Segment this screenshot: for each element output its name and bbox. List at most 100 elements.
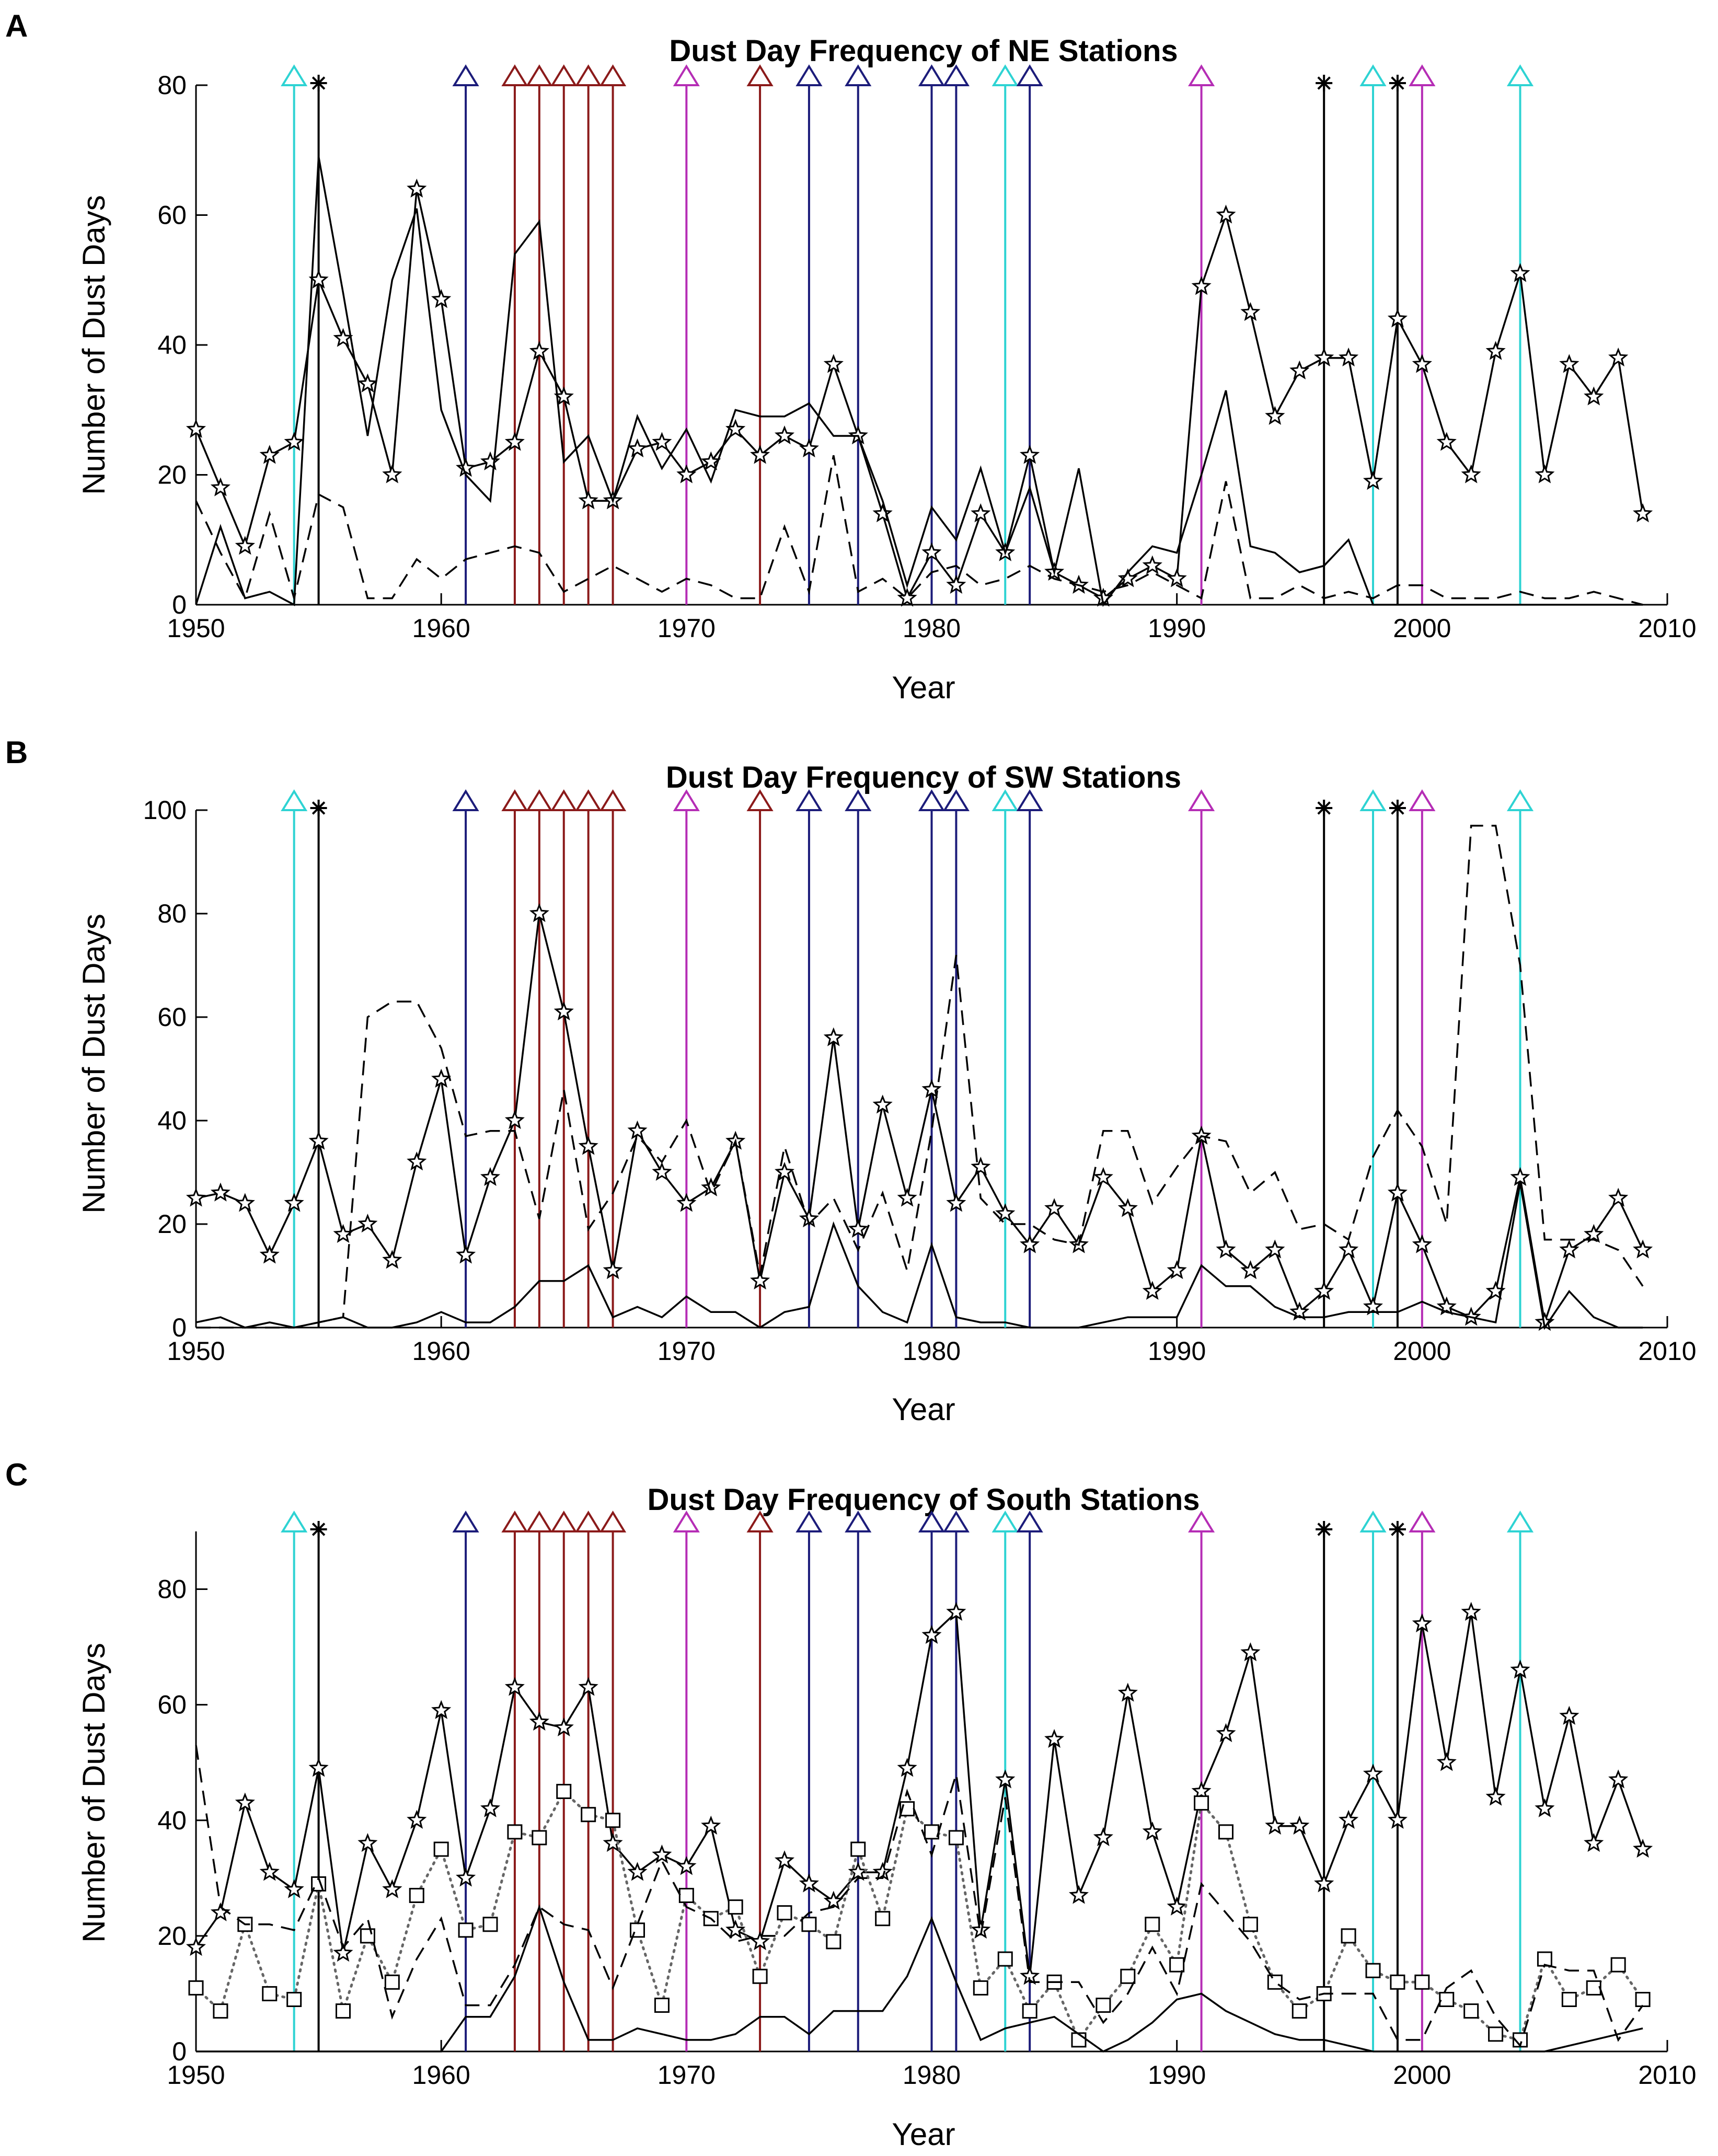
- triangle-icon: [501, 64, 528, 86]
- square-marker: [752, 1968, 768, 1984]
- star-marker: [1559, 354, 1579, 373]
- y-tick-label: 40: [157, 1806, 187, 1835]
- triangle-icon: [795, 64, 823, 86]
- event-marker-1980: [918, 1511, 946, 2051]
- series-line: [195, 156, 1643, 607]
- triangle-icon: [795, 1511, 823, 1532]
- star-marker: [1216, 204, 1236, 224]
- x-axis-label: Year: [892, 2117, 955, 2152]
- triangle-icon: [991, 789, 1019, 811]
- event-marker-2004: [1506, 64, 1534, 605]
- star-marker: [652, 432, 672, 451]
- star-marker: [1191, 1781, 1212, 1800]
- square-marker: [433, 1841, 449, 1857]
- square-marker: [678, 1888, 694, 1903]
- star-marker: [1559, 1705, 1579, 1725]
- x-tick-label: 1980: [903, 1336, 961, 1366]
- series-stars: [186, 903, 1653, 1331]
- square-marker: [556, 1784, 572, 1799]
- triangle-icon: [1188, 64, 1215, 86]
- star-marker: [1485, 341, 1506, 360]
- star-marker: [1608, 347, 1629, 367]
- star-marker: [774, 1850, 795, 1870]
- chart-title: Dust Day Frequency of South Stations: [648, 1483, 1200, 1517]
- event-marker-1965: [550, 64, 578, 605]
- event-marker-1954: [281, 64, 308, 605]
- triangle-icon: [599, 789, 627, 811]
- event-marker-1967: [599, 1511, 627, 2051]
- event-marker-1999: [1389, 1521, 1406, 2051]
- star-marker: [504, 1677, 525, 1696]
- star-marker: [921, 1079, 942, 1098]
- star-marker: [382, 464, 402, 483]
- event-marker-1961: [452, 1511, 479, 2051]
- event-marker-1984: [1016, 1511, 1043, 2051]
- x-tick-label: 1980: [903, 614, 961, 643]
- y-axis-label: Number of Dust Days: [76, 195, 111, 495]
- x-tick-label: 2000: [1393, 1336, 1451, 1366]
- event-marker-1991: [1188, 789, 1215, 1328]
- square-marker: [850, 1841, 866, 1857]
- star-marker: [358, 1213, 378, 1233]
- triangle-icon: [918, 789, 946, 811]
- series-solid: [195, 1182, 1643, 1330]
- star-marker: [210, 1182, 230, 1202]
- star-marker: [897, 1758, 917, 1777]
- triangle-icon: [550, 1511, 578, 1532]
- star-marker: [725, 1919, 746, 1939]
- star-marker: [946, 1601, 966, 1621]
- star-marker: [971, 503, 991, 523]
- triangle-icon: [673, 1511, 700, 1532]
- event-marker-1975: [795, 64, 823, 605]
- event-marker-1961: [452, 789, 479, 1328]
- star-marker: [1093, 1167, 1113, 1186]
- star-marker: [1240, 1260, 1261, 1279]
- star-marker: [210, 477, 230, 497]
- asterisk-stroke: [312, 801, 326, 815]
- star-marker: [627, 438, 648, 457]
- star-marker: [1363, 1296, 1383, 1316]
- panel-b: B Dust Day Frequency of SW Stations Year…: [5, 735, 1697, 1427]
- plot-area: 1950 1960 1970 1980 1990 2000 2010 0 20 40 60 80: [157, 64, 1697, 643]
- star-marker: [1485, 1786, 1506, 1806]
- square-marker: [482, 1917, 498, 1932]
- square-marker: [777, 1905, 792, 1921]
- triangle-icon: [599, 1511, 627, 1532]
- x-tick-label: 1950: [167, 614, 225, 643]
- star-marker: [676, 464, 697, 483]
- square-marker: [188, 1980, 204, 1996]
- star-marker: [1216, 1239, 1236, 1259]
- star-marker: [407, 1151, 427, 1171]
- square-marker: [1439, 1992, 1455, 2007]
- star-marker: [823, 1027, 844, 1046]
- triangle-icon: [991, 64, 1019, 86]
- star-marker: [676, 1856, 697, 1875]
- triangle-icon: [452, 789, 479, 811]
- x-tick-label: 1990: [1148, 614, 1206, 643]
- star-marker: [1044, 1198, 1065, 1217]
- square-marker: [1390, 1974, 1405, 1990]
- event-marker-1964: [526, 789, 553, 1328]
- star-marker: [799, 1873, 819, 1893]
- star-marker: [308, 1758, 329, 1777]
- square-marker: [360, 1928, 375, 1944]
- y-tick-label: 40: [157, 1106, 187, 1135]
- star-marker: [1633, 503, 1653, 523]
- star-marker: [1020, 445, 1040, 464]
- triangle-icon: [1409, 64, 1436, 86]
- star-marker: [554, 1717, 574, 1737]
- star-marker: [750, 1931, 770, 1951]
- series-dashed: [196, 824, 1644, 1329]
- series-line: [195, 1610, 1644, 1977]
- star-marker: [823, 354, 844, 373]
- y-tick-label: 20: [157, 1209, 187, 1239]
- star-marker: [284, 1879, 304, 1898]
- star-marker: [774, 425, 795, 445]
- star-marker: [1142, 555, 1162, 574]
- event-marker-1975: [795, 1511, 823, 2051]
- square-marker: [605, 1813, 621, 1828]
- triangle-icon: [673, 789, 700, 811]
- triangle-icon: [1359, 64, 1387, 86]
- x-tick-label: 2000: [1393, 2060, 1451, 2090]
- star-marker: [480, 451, 501, 470]
